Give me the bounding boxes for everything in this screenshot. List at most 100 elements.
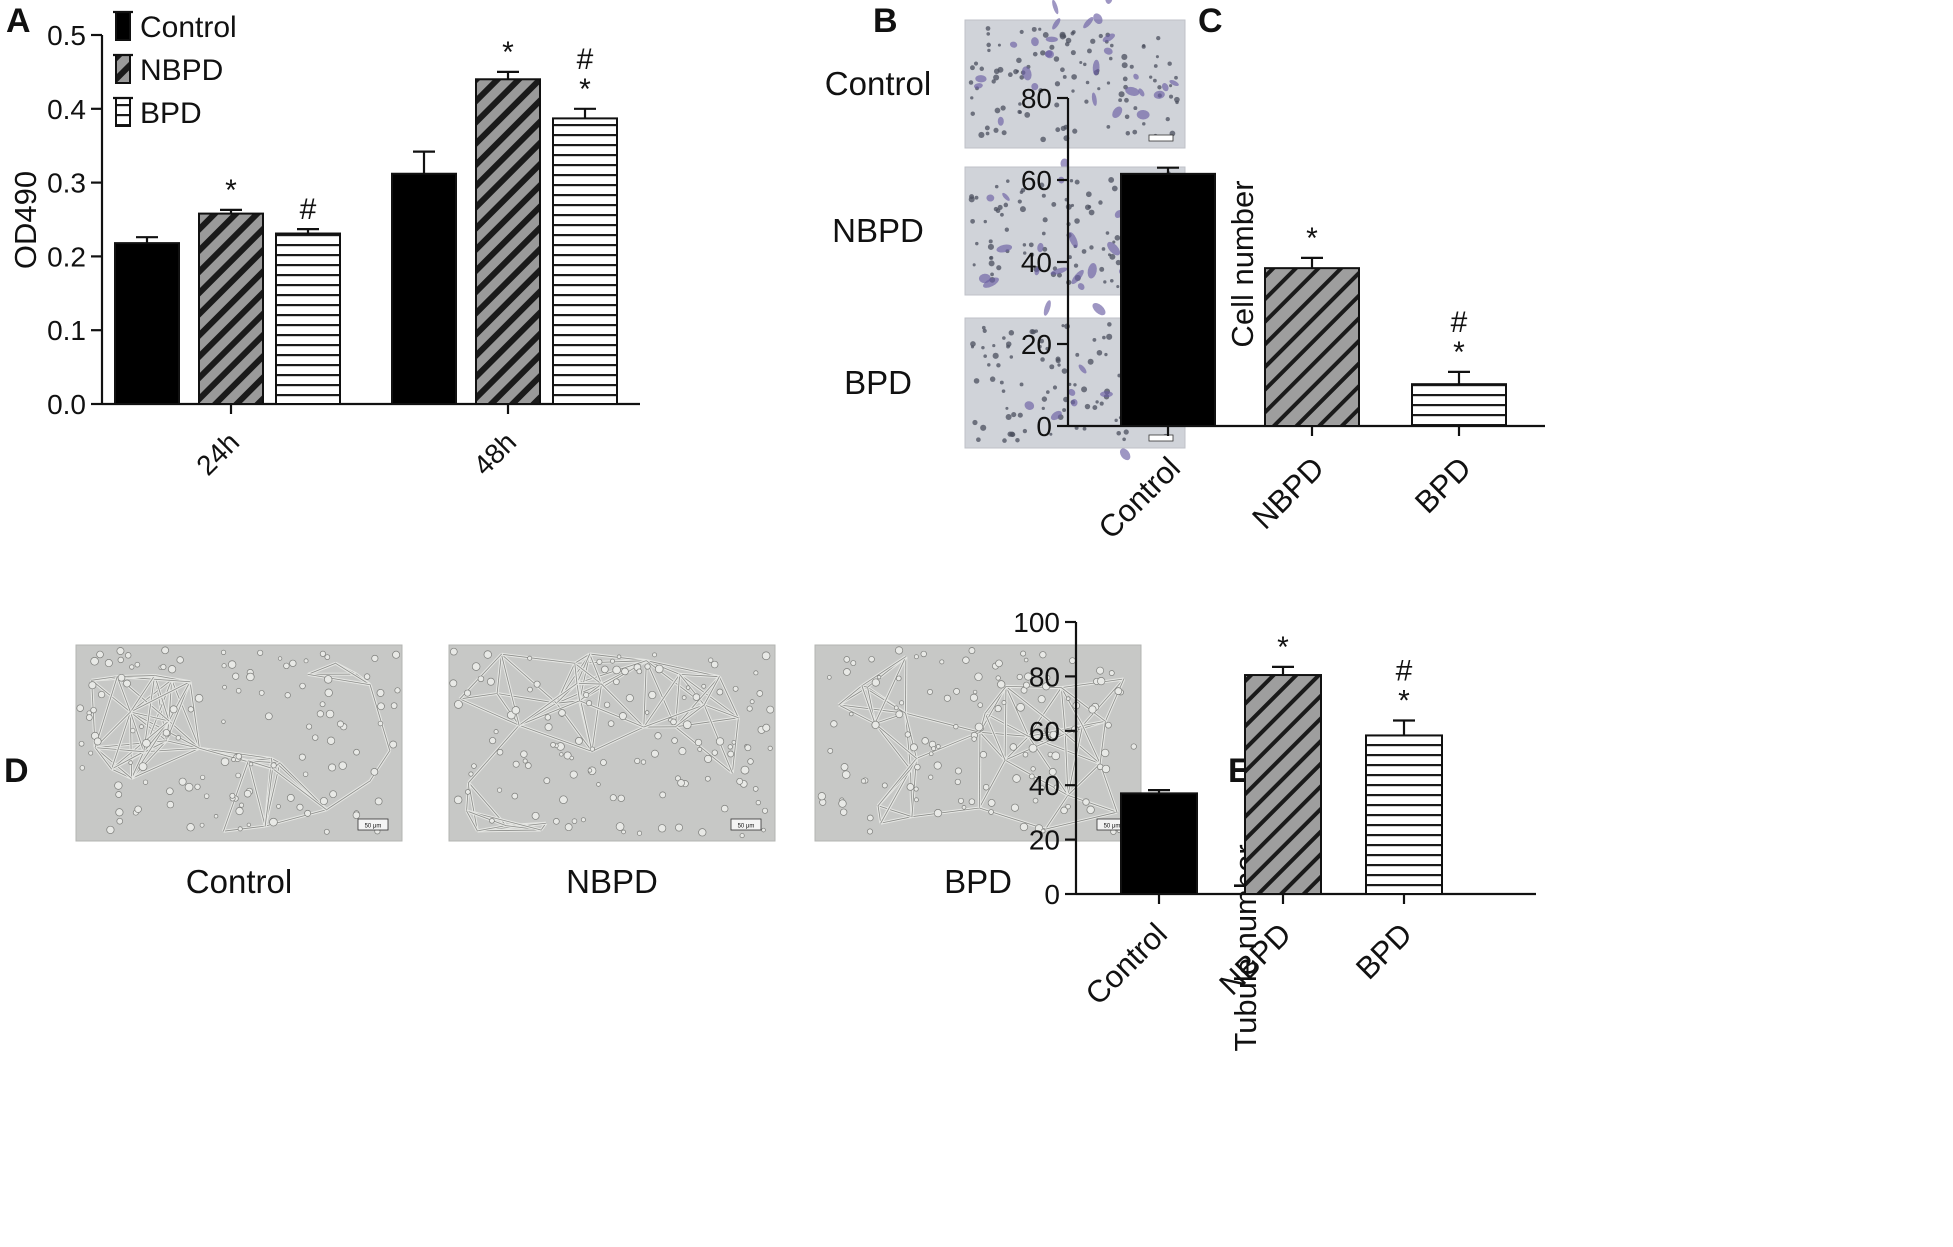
panel-b-micrograph-nbpd-pore bbox=[994, 184, 999, 189]
panel-d-micrograph-control-cell bbox=[227, 660, 237, 669]
panel-d-micrograph-control-cell bbox=[276, 804, 281, 809]
panel-d-micrograph-nbpd-cell bbox=[533, 680, 541, 688]
panel-d-micrograph-nbpd-tube-edge bbox=[675, 676, 720, 728]
panel-d-micrograph-control-cell bbox=[134, 661, 141, 668]
panel-b-micrograph-bpd-pore bbox=[1123, 429, 1129, 435]
panel-d-micrograph-nbpd-tube-edge bbox=[518, 700, 580, 726]
panel-d-micrograph-control-cell bbox=[115, 791, 123, 798]
panel-d-micrograph-bpd-cell bbox=[1045, 675, 1051, 681]
panel-b-micrograph-bpd-pore bbox=[1092, 337, 1097, 342]
panel-d-micrograph-control-cell bbox=[203, 793, 210, 799]
panel-d-micrograph-bpd-tube-edge bbox=[880, 816, 912, 824]
panel-e-bar-nbpd bbox=[1244, 674, 1322, 895]
panel-b-micrograph-control-pore bbox=[1017, 109, 1022, 114]
panel-d-micrograph-control-cell bbox=[178, 777, 187, 786]
panel-c-y-tick-label: 80 bbox=[1021, 83, 1052, 114]
panel-e-significance-mark: * bbox=[1277, 631, 1289, 664]
panel-b-micrograph-nbpd-stained-cell bbox=[1077, 283, 1085, 290]
panel-d-micrograph-control-cell bbox=[235, 772, 241, 779]
panel-a-x-tick-label-24h: 24h bbox=[190, 426, 245, 481]
panel-d-micrograph-bpd-cell bbox=[977, 702, 984, 708]
panel-d-micrograph-nbpd-cell bbox=[612, 665, 621, 675]
panel-d-micrograph-bpd-cell bbox=[954, 778, 961, 785]
panel-b-micrograph-control-pore bbox=[1118, 98, 1123, 103]
panel-d-image-row: 50 μm Control 50 μm NBPD 50 μm BPD bbox=[75, 644, 1142, 900]
panel-b-micrograph-control-pore bbox=[970, 96, 974, 100]
panel-b-micrograph-bpd-pore bbox=[1096, 349, 1103, 356]
panel-b-micrograph-control-stained-cell bbox=[1092, 59, 1100, 76]
panel-d-micrograph-nbpd-tube-edge bbox=[591, 726, 644, 752]
panel-b-micrograph-control-pore bbox=[1121, 53, 1128, 60]
panel-b-micrograph-control-pore bbox=[1071, 89, 1075, 93]
panel-d-micrograph-nbpd-cell bbox=[682, 720, 692, 729]
panel-b-micrograph-control-pore bbox=[973, 61, 979, 66]
panel-b-micrograph-control-stained-cell bbox=[1103, 47, 1113, 55]
panel-b-micrograph-nbpd-pore bbox=[1042, 246, 1048, 252]
panel-b-micrograph-bpd-pore bbox=[1002, 336, 1006, 340]
panel-d-micrograph-nbpd-cell bbox=[493, 729, 499, 735]
panel-b-micrograph-nbpd-pore bbox=[1074, 218, 1080, 224]
panel-b-micrograph-control-pore bbox=[1109, 43, 1114, 48]
panel-e-x-tick-label-bpd: BPD bbox=[1349, 916, 1419, 986]
panel-b-micrograph-nbpd-pore bbox=[1109, 279, 1114, 283]
panel-d-micrograph-control-tube-edge bbox=[326, 780, 371, 811]
panel-d-micrograph-nbpd-tube-edge bbox=[518, 724, 593, 752]
panel-b-micrograph-control-stained-cell bbox=[1161, 83, 1169, 92]
panel-b-micrograph-control-stained-cell bbox=[1031, 37, 1039, 47]
panel-b-micrograph-bpd-pore bbox=[1107, 322, 1112, 327]
panel-d-micrograph-bpd-tube-edge bbox=[874, 723, 911, 770]
panel-b-micrograph-control-pore bbox=[1153, 64, 1158, 68]
panel-d-micrograph-bpd-cell bbox=[906, 783, 915, 791]
panel-d-micrograph-bpd-tube-edge bbox=[905, 712, 981, 733]
panel-d-micrograph-bpd-cell bbox=[927, 689, 933, 695]
panel-b-micrograph-control-pore bbox=[970, 111, 975, 116]
panel-d-micrograph-nbpd-tube-edge bbox=[675, 704, 705, 728]
panel-d-micrograph-bpd-cell bbox=[849, 711, 854, 717]
panel-b-micrograph-nbpd-pore bbox=[1115, 259, 1122, 266]
panel-d-micrograph-nbpd-tube-edge bbox=[574, 653, 590, 664]
panel-d-micrograph-nbpd-cell bbox=[746, 705, 753, 712]
panel-b-micrograph-control-scale-bar bbox=[1148, 134, 1174, 142]
panel-d-micrograph-nbpd-cell bbox=[767, 745, 773, 751]
panel-d-micrograph-control-tube-edge bbox=[248, 760, 273, 769]
panel-b-micrograph-nbpd-pore bbox=[1019, 206, 1026, 213]
panel-d-micrograph-bpd-cell bbox=[1024, 672, 1033, 681]
panel-d-micrograph-control-cell bbox=[394, 687, 401, 694]
panel-d-micrograph-nbpd-cell bbox=[465, 789, 471, 795]
panel-d-tube-formation-images: D 50 μm Control 50 μm NBPD 50 μm BPD bbox=[4, 644, 1142, 900]
panel-b-micrograph-control-pore bbox=[1169, 84, 1173, 88]
panel-b-micrograph-nbpd-stained-cell bbox=[1034, 266, 1040, 276]
panel-d-micrograph-nbpd-cell bbox=[468, 771, 474, 777]
panel-b-micrograph-control-stained-cell bbox=[1138, 88, 1145, 97]
panel-d-micrograph-bpd-cell bbox=[1065, 803, 1071, 810]
panel-d-micrograph-nbpd-cell bbox=[762, 723, 771, 732]
panel-d-micrograph-nbpd-tube-edge bbox=[466, 810, 478, 832]
panel-b-micrograph-bpd-pore bbox=[1019, 382, 1024, 387]
panel-d-micrograph-nbpd-cell bbox=[587, 768, 593, 773]
panel-d-micrograph-bpd-cell bbox=[933, 809, 943, 818]
panel-d-micrograph-control-tube-edge bbox=[168, 681, 191, 722]
panel-b-micrograph-control-pore bbox=[1019, 29, 1024, 34]
panel-d-micrograph-control-tube-edge bbox=[143, 675, 156, 752]
panel-d-micrograph-control-cell bbox=[96, 650, 104, 659]
panel-d-micrograph-control-cell bbox=[338, 761, 347, 770]
panel-d-micrograph-bpd-tube-edge bbox=[1082, 725, 1101, 764]
panel-d-micrograph-nbpd-cell bbox=[739, 833, 745, 839]
panel-d-micrograph-control-tube-edge bbox=[116, 676, 131, 713]
panel-d-micrograph-nbpd-cell bbox=[755, 800, 761, 806]
panel-d-micrograph-control-cell bbox=[220, 757, 230, 766]
panel-d-micrograph-bpd-cell bbox=[1086, 805, 1095, 814]
panel-b-micrograph-nbpd-pore bbox=[1105, 231, 1110, 235]
panel-b-micrograph-control-stained-cell bbox=[1060, 158, 1069, 169]
panel-b-micrograph-control-pore bbox=[1071, 74, 1077, 80]
panel-b-micrograph-bpd-pore bbox=[1081, 386, 1088, 393]
panel-d-micrograph-nbpd-tube-edge bbox=[459, 693, 498, 700]
panel-d-micrograph-bpd-cell bbox=[974, 672, 983, 681]
panel-d-micrograph-nbpd-cell bbox=[527, 655, 533, 661]
panel-d-micrograph-bpd-cell bbox=[1096, 666, 1105, 675]
panel-d-micrograph-bpd-cell bbox=[995, 675, 1001, 681]
panel-d-micrograph-bpd-tube-edge bbox=[1004, 736, 1029, 761]
panel-d-micrograph-control-tube-edge bbox=[171, 679, 200, 749]
panel-b-micrograph-control-pore bbox=[986, 32, 991, 36]
panel-b-micrograph-control-stained-cell bbox=[1133, 73, 1139, 80]
